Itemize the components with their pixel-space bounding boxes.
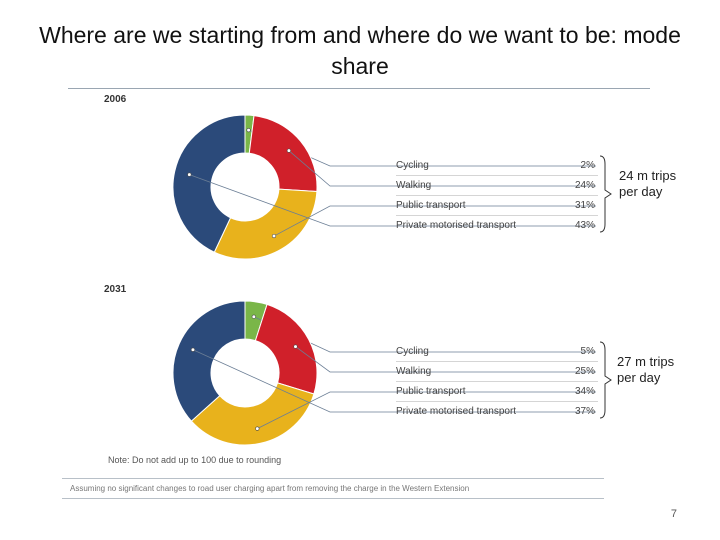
donut-slice-walking — [254, 303, 318, 395]
leader-dot — [293, 344, 298, 349]
donut-slice-private-motorised-transport — [172, 114, 246, 253]
legend-row: Walking 25% — [396, 362, 598, 382]
donut-slice-walking — [248, 115, 318, 193]
leader-dot — [255, 426, 260, 431]
donut-slice-private-motorised-transport — [172, 300, 246, 422]
total-bracket — [599, 341, 612, 419]
legend-label: Walking — [396, 180, 432, 191]
legend-value: 31% — [574, 200, 595, 211]
trips-annotation: 27 m trips per day — [617, 354, 675, 385]
legend-label: Private motorised transport — [396, 220, 517, 231]
leader-line — [288, 150, 596, 187]
page-number: 7 — [670, 508, 677, 520]
footnote: Assuming no significant changes to road … — [70, 484, 470, 493]
legend-label: Cycling — [396, 160, 429, 171]
chart-year-label: 2006 — [104, 94, 127, 105]
legend-row: Cycling 2% — [396, 156, 598, 176]
leader-dot — [251, 314, 256, 319]
footnote-divider — [62, 498, 604, 499]
legend-row: Private motorised transport 43% — [396, 216, 598, 235]
legend-row: Public transport 34% — [396, 382, 598, 402]
legend-row: Public transport 31% — [396, 196, 598, 216]
total-bracket — [599, 155, 612, 233]
leader-dot — [271, 233, 277, 239]
legend-value: 5% — [580, 346, 595, 357]
leader-line — [273, 205, 596, 237]
legend-label: Walking — [396, 366, 432, 377]
trips-annotation: 24 m trips per day — [619, 168, 677, 199]
leader-line — [295, 346, 596, 373]
legend-value: 34% — [574, 386, 595, 397]
leader-line — [257, 391, 596, 430]
legend-row: Walking 24% — [396, 176, 598, 196]
leader-dot — [246, 128, 251, 133]
chart-year-label: 2031 — [104, 284, 127, 295]
donut-slice-public-transport — [190, 382, 315, 446]
legend-value: 25% — [574, 366, 595, 377]
legend-row: Cycling 5% — [396, 342, 598, 362]
legend-label: Private motorised transport — [396, 406, 517, 417]
legend-value: 43% — [574, 220, 595, 231]
legend-value: 2% — [580, 160, 595, 171]
legend-value: 24% — [574, 180, 595, 191]
legend-value: 37% — [574, 406, 595, 417]
rounding-note: Note: Do not add up to 100 due to roundi… — [108, 455, 282, 465]
slide-title: Where are we starting from and where do … — [39, 22, 681, 79]
leader-line — [192, 349, 596, 413]
leader-dot — [190, 347, 196, 352]
legend-label: Public transport — [396, 386, 466, 397]
footnote-divider — [62, 478, 604, 479]
legend-row: Private motorised transport 37% — [396, 402, 598, 421]
legend-label: Cycling — [396, 346, 429, 357]
title-divider — [68, 88, 650, 89]
leader-dot — [286, 148, 292, 153]
leader-dot — [187, 172, 192, 177]
donut-slice-public-transport — [213, 188, 318, 260]
legend-label: Public transport — [396, 200, 466, 211]
leader-line — [189, 174, 596, 227]
